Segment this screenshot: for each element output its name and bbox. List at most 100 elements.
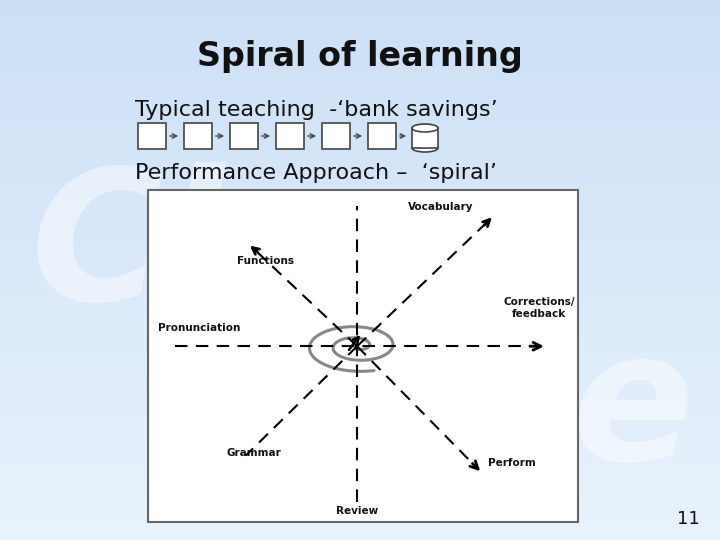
FancyBboxPatch shape — [368, 123, 396, 149]
Bar — [412, 128, 438, 148]
Bar — [0, 411, 720, 418]
Bar — [0, 284, 720, 291]
Bar — [0, 256, 720, 263]
Bar — [0, 526, 720, 534]
Bar — [0, 47, 720, 54]
Text: Performance Approach –  ‘spiral’: Performance Approach – ‘spiral’ — [135, 163, 497, 183]
Bar — [0, 115, 720, 122]
Bar — [0, 195, 720, 202]
Text: Functions: Functions — [237, 256, 294, 266]
Bar — [0, 351, 720, 357]
Bar — [0, 513, 720, 519]
Text: Typical teaching  -‘bank savings’: Typical teaching -‘bank savings’ — [135, 100, 498, 120]
Bar — [0, 68, 720, 74]
Bar — [0, 324, 720, 330]
Bar — [0, 426, 720, 432]
Bar — [0, 519, 720, 526]
Text: Grammar: Grammar — [226, 448, 281, 458]
Bar — [0, 14, 720, 20]
Bar — [0, 507, 720, 513]
Bar — [0, 465, 720, 472]
Bar — [0, 263, 720, 270]
Bar — [0, 291, 720, 297]
Bar — [0, 357, 720, 364]
Bar — [0, 6, 720, 14]
Bar — [0, 472, 720, 480]
Text: Ch: Ch — [30, 162, 291, 338]
Bar — [0, 189, 720, 195]
FancyBboxPatch shape — [276, 123, 304, 149]
Bar — [0, 222, 720, 230]
Bar — [0, 94, 720, 102]
Bar — [0, 317, 720, 324]
Bar — [0, 216, 720, 222]
Bar — [0, 534, 720, 540]
Bar — [0, 81, 720, 87]
Text: Pronunciation: Pronunciation — [158, 322, 240, 333]
Text: Review: Review — [336, 507, 378, 516]
Bar — [0, 148, 720, 156]
Bar — [0, 276, 720, 284]
Bar — [0, 176, 720, 183]
Ellipse shape — [412, 144, 438, 152]
Bar — [0, 135, 720, 141]
Bar — [0, 108, 720, 115]
Bar — [0, 183, 720, 189]
Bar — [0, 0, 720, 6]
Bar — [0, 40, 720, 47]
Bar — [0, 202, 720, 209]
Bar — [0, 459, 720, 465]
Bar — [0, 209, 720, 216]
Text: Corrections/
feedback: Corrections/ feedback — [503, 298, 575, 319]
Text: Perform: Perform — [488, 458, 536, 468]
Ellipse shape — [412, 124, 438, 132]
Bar — [0, 156, 720, 162]
Bar — [0, 303, 720, 310]
Bar — [0, 87, 720, 94]
Bar — [0, 480, 720, 486]
Bar — [0, 338, 720, 345]
Bar — [0, 372, 720, 378]
Text: öe: öe — [449, 322, 695, 498]
Bar — [0, 405, 720, 411]
Text: Vocabulary: Vocabulary — [408, 202, 474, 212]
Bar — [0, 162, 720, 168]
Bar — [0, 310, 720, 317]
Bar — [0, 453, 720, 459]
FancyBboxPatch shape — [322, 123, 350, 149]
Bar — [0, 446, 720, 453]
FancyBboxPatch shape — [138, 123, 166, 149]
Bar — [0, 20, 720, 27]
Bar — [0, 364, 720, 372]
Bar — [0, 249, 720, 256]
Bar — [0, 270, 720, 276]
Bar — [0, 122, 720, 128]
Bar — [0, 33, 720, 40]
Bar — [0, 432, 720, 438]
Bar — [0, 399, 720, 405]
Bar — [0, 74, 720, 81]
Bar — [0, 27, 720, 33]
Bar — [0, 237, 720, 243]
Bar — [0, 330, 720, 338]
Bar — [0, 378, 720, 384]
Bar — [0, 438, 720, 445]
Bar — [0, 492, 720, 500]
Bar — [0, 345, 720, 351]
Bar — [0, 168, 720, 176]
Bar — [0, 384, 720, 391]
Text: 11: 11 — [678, 510, 700, 528]
Bar — [0, 418, 720, 426]
Bar — [0, 243, 720, 249]
Bar — [0, 230, 720, 237]
FancyBboxPatch shape — [184, 123, 212, 149]
Bar — [0, 500, 720, 507]
Bar — [0, 486, 720, 492]
Bar — [0, 60, 720, 68]
Bar — [0, 297, 720, 303]
Bar — [0, 102, 720, 108]
Bar — [0, 128, 720, 135]
Bar — [0, 141, 720, 149]
Bar — [148, 190, 578, 522]
Text: Spiral of learning: Spiral of learning — [197, 40, 523, 73]
